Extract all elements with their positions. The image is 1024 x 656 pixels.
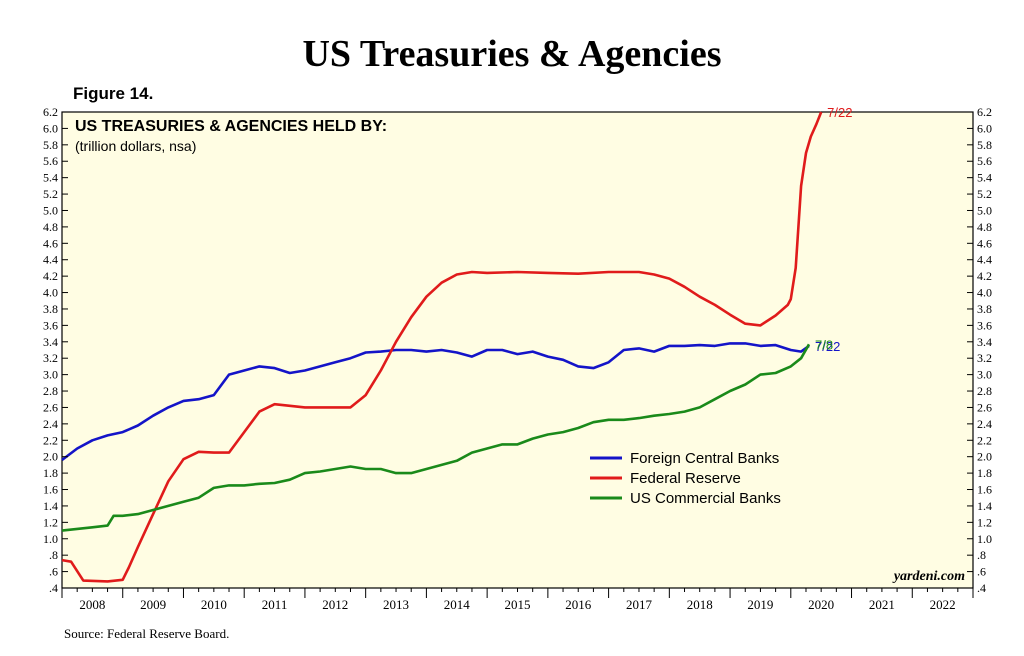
x-tick-label: 2021 — [869, 597, 895, 612]
y-tick-label-left: 3.2 — [43, 351, 58, 365]
y-tick-label-left: 1.8 — [43, 466, 58, 480]
y-tick-label-right: 5.0 — [977, 203, 992, 217]
figure-label: Figure 14. — [73, 84, 154, 103]
y-tick-label-right: 4.2 — [977, 269, 992, 283]
y-tick-label-left: 3.6 — [43, 318, 58, 332]
series-end-label-2: 7/22 — [827, 105, 852, 120]
y-tick-label-left: 3.0 — [43, 368, 58, 382]
page-title: US Treasuries & Agencies — [302, 33, 722, 75]
x-tick-label: 2009 — [140, 597, 166, 612]
y-tick-label-right: 2.4 — [977, 417, 992, 431]
y-tick-label-left: 4.6 — [43, 236, 58, 250]
y-tick-label-left: 4.0 — [43, 286, 58, 300]
y-tick-label-right: .8 — [977, 548, 986, 562]
y-tick-label-left: 5.2 — [43, 187, 58, 201]
y-tick-label-left: .4 — [49, 581, 58, 595]
y-tick-label-right: 5.6 — [977, 154, 992, 168]
y-tick-label-right: 5.4 — [977, 171, 992, 185]
series-line-2 — [61, 111, 823, 583]
y-tick-label-right: 1.0 — [977, 532, 992, 546]
x-tick-label: 2008 — [79, 597, 105, 612]
x-tick-label: 2022 — [930, 597, 956, 612]
y-tick-label-right: 3.2 — [977, 351, 992, 365]
series-line-1 — [61, 342, 810, 462]
y-tick-label-right: 1.8 — [977, 466, 992, 480]
y-tick-label-right: 3.0 — [977, 368, 992, 382]
y-tick-label-left: 4.4 — [43, 253, 58, 267]
y-tick-label-left: 4.2 — [43, 269, 58, 283]
y-tick-label-right: 4.4 — [977, 253, 992, 267]
legend-label-2: Federal Reserve — [630, 470, 741, 487]
x-tick-label: 2016 — [565, 597, 592, 612]
series-end-label-3: 7/8 — [815, 337, 833, 352]
y-tick-label-right: 3.8 — [977, 302, 992, 316]
y-tick-label-left: 3.4 — [43, 335, 58, 349]
series-line-3 — [61, 343, 811, 532]
y-tick-label-left: 2.4 — [43, 417, 58, 431]
y-tick-label-right: 2.8 — [977, 384, 992, 398]
y-tick-label-left: .8 — [49, 548, 58, 562]
y-tick-label-right: 1.4 — [977, 499, 992, 513]
y-tick-label-right: 1.2 — [977, 515, 992, 529]
y-tick-label-left: 2.6 — [43, 400, 58, 414]
plot-area — [61, 111, 974, 589]
y-tick-label-right: 4.0 — [977, 286, 992, 300]
x-tick-label: 2012 — [322, 597, 348, 612]
x-tick-label: 2014 — [444, 597, 471, 612]
y-tick-label-left: 6.0 — [43, 121, 58, 135]
chart-title: US TREASURIES & AGENCIES HELD BY: — [75, 118, 387, 135]
y-tick-label-right: 2.2 — [977, 433, 992, 447]
y-tick-label-left: 1.6 — [43, 483, 58, 497]
y-tick-label-right: 4.6 — [977, 236, 992, 250]
x-tick-label: 2013 — [383, 597, 409, 612]
y-tick-label-right: 3.6 — [977, 318, 992, 332]
legend-label-3: US Commercial Banks — [630, 490, 781, 507]
y-tick-label-right: .4 — [977, 581, 986, 595]
source-note: Source: Federal Reserve Board. — [64, 626, 230, 641]
y-tick-label-right: 3.4 — [977, 335, 992, 349]
watermark: yardeni.com — [892, 569, 965, 584]
y-tick-label-left: 2.0 — [43, 450, 58, 464]
y-tick-label-right: 1.6 — [977, 483, 992, 497]
y-tick-label-left: 6.2 — [43, 105, 58, 119]
y-tick-label-left: 5.8 — [43, 138, 58, 152]
y-tick-label-left: 5.6 — [43, 154, 58, 168]
x-tick-label: 2020 — [808, 597, 834, 612]
y-tick-label-left: 1.0 — [43, 532, 58, 546]
y-tick-label-right: 5.8 — [977, 138, 992, 152]
y-tick-label-right: .6 — [977, 565, 986, 579]
y-tick-label-left: .6 — [49, 565, 58, 579]
legend-label-1: Foreign Central Banks — [630, 450, 779, 467]
x-tick-label: 2017 — [626, 597, 653, 612]
y-tick-label-right: 5.2 — [977, 187, 992, 201]
x-tick-label: 2010 — [201, 597, 227, 612]
y-tick-label-right: 4.8 — [977, 220, 992, 234]
y-tick-label-left: 1.4 — [43, 499, 58, 513]
y-tick-label-left: 2.2 — [43, 433, 58, 447]
y-tick-label-left: 4.8 — [43, 220, 58, 234]
y-tick-label-left: 1.2 — [43, 515, 58, 529]
y-tick-label-right: 2.6 — [977, 400, 992, 414]
y-tick-label-right: 6.0 — [977, 121, 992, 135]
y-tick-label-left: 5.4 — [43, 171, 58, 185]
legend: Foreign Central Banks Federal Reserve US C… — [590, 450, 781, 507]
chart-subtitle: (trillion dollars, nsa) — [75, 138, 196, 154]
y-tick-label-left: 5.0 — [43, 203, 58, 217]
x-tick-label: 2015 — [505, 597, 531, 612]
y-tick-label-right: 6.2 — [977, 105, 992, 119]
x-tick-label: 2018 — [687, 597, 713, 612]
y-tick-label-right: 2.0 — [977, 450, 992, 464]
y-tick-label-left: 2.8 — [43, 384, 58, 398]
series-end-label-1: 7/22 — [815, 339, 840, 354]
x-tick-label: 2011 — [262, 597, 288, 612]
x-tick-label: 2019 — [747, 597, 773, 612]
y-tick-label-left: 3.8 — [43, 302, 58, 316]
